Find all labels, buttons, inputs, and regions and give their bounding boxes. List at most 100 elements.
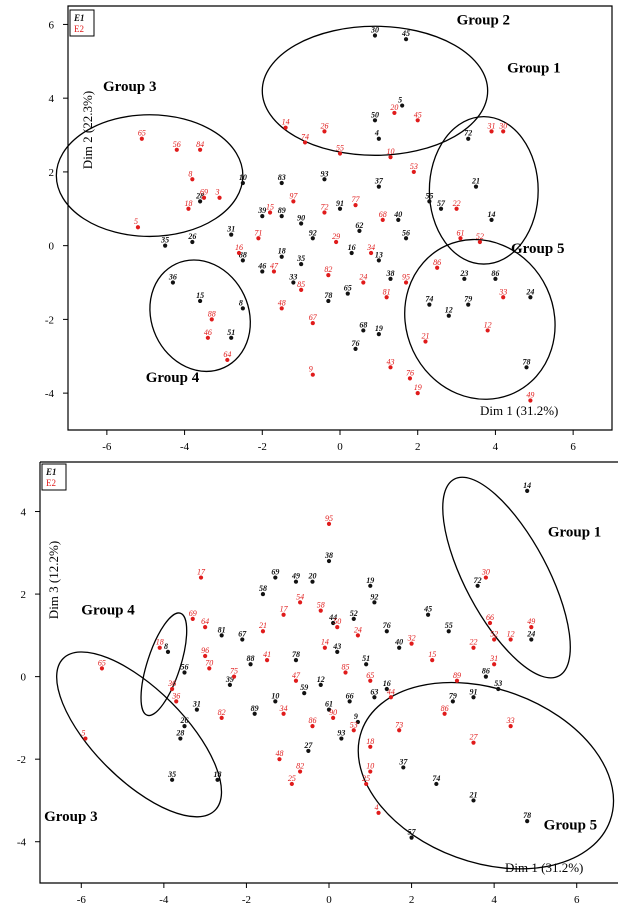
group-label: Group 1: [548, 524, 602, 540]
point-E2: [281, 711, 286, 716]
x-axis-title: Dim 1 (31.2%): [480, 403, 558, 418]
point-E2: [190, 177, 195, 182]
point-label: 39: [225, 675, 234, 684]
point-E2: [310, 724, 315, 729]
point-E1: [525, 488, 530, 493]
point-label: 81: [218, 625, 226, 634]
point-E2: [209, 317, 214, 322]
point-label: 43: [387, 357, 395, 366]
point-E1: [240, 180, 245, 186]
point-E2: [225, 357, 230, 363]
point-label: 88: [239, 250, 247, 259]
point-label: 34: [366, 243, 375, 252]
point-label: 30: [498, 121, 507, 130]
point-label: 20: [390, 103, 398, 112]
legend-entry-E2: E2: [46, 478, 56, 488]
ellipse-group-2: [261, 25, 489, 156]
point-E1: [434, 781, 439, 787]
point-E1: [403, 37, 409, 42]
point-label: 25: [288, 774, 296, 783]
point-E1: [355, 719, 360, 725]
point-E2: [267, 210, 273, 215]
point-E1: [489, 217, 494, 222]
point-label: 24: [526, 629, 535, 638]
point-E2: [291, 199, 296, 204]
point-E2: [380, 217, 385, 222]
point-label: 86: [433, 258, 441, 267]
point-label: 79: [464, 295, 472, 304]
point-E1: [302, 691, 307, 696]
x-tick-label: 6: [570, 441, 576, 453]
point-E2: [334, 239, 339, 245]
point-E2: [298, 769, 303, 774]
point-E2: [322, 129, 327, 134]
y-tick-label: 4: [21, 507, 27, 519]
point-E1: [326, 298, 331, 304]
point-E2: [485, 328, 490, 333]
point-E1: [331, 620, 336, 626]
point-label: 31: [489, 654, 498, 663]
point-label: 65: [344, 284, 352, 293]
point-label: 28: [195, 191, 204, 200]
point-label: 85: [342, 663, 350, 672]
point-E1: [361, 328, 366, 333]
ellipse-group-1: [428, 115, 539, 265]
point-E2: [351, 728, 356, 733]
point-E2: [409, 641, 414, 646]
point-E2: [236, 250, 242, 256]
point-label: 14: [523, 481, 531, 490]
point-label: 86: [308, 716, 316, 725]
point-label: 36: [168, 273, 177, 282]
point-label: 16: [235, 243, 243, 252]
point-E1: [493, 276, 498, 281]
point-E2: [186, 206, 191, 211]
point-label: 24: [354, 625, 362, 634]
point-label: 38: [386, 269, 395, 278]
point-label: 21: [421, 332, 429, 341]
point-label: 56: [173, 140, 181, 149]
point-label: 12: [507, 629, 515, 638]
point-E2: [407, 376, 413, 381]
point-E1: [397, 645, 402, 650]
y-tick-label: -2: [17, 754, 26, 766]
point-E1: [483, 674, 488, 679]
point-E1: [525, 818, 530, 824]
point-label: 76: [383, 621, 391, 630]
point-E1: [528, 295, 533, 300]
point-label: 3: [215, 188, 220, 197]
point-label: 83: [278, 173, 286, 182]
point-label: 48: [278, 298, 286, 307]
point-E2: [458, 236, 463, 241]
point-label: 61: [456, 228, 464, 237]
point-E1: [345, 291, 350, 296]
point-E1: [219, 633, 224, 638]
point-E2: [203, 624, 208, 630]
point-label: 57: [437, 199, 446, 208]
point-E2: [411, 169, 416, 175]
point-E1: [194, 707, 199, 712]
point-E1: [326, 707, 332, 712]
point-E1: [357, 228, 362, 234]
point-E2: [99, 666, 105, 671]
point-label: 31: [226, 225, 235, 234]
point-label: 74: [301, 132, 309, 141]
point-label: 52: [476, 232, 484, 241]
point-label: 18: [156, 638, 164, 647]
point-label: 49: [527, 617, 535, 626]
point-label: 86: [482, 667, 490, 676]
point-E1: [349, 250, 354, 256]
point-label: 21: [471, 177, 480, 186]
group-label: Group 5: [511, 241, 565, 257]
point-E1: [372, 695, 377, 700]
y-axis-title: Dim 3 (12.2%): [46, 541, 61, 619]
point-label: 55: [336, 143, 344, 152]
point-label: 9: [309, 365, 313, 374]
y-tick-label: 6: [49, 19, 55, 31]
ellipse-group-4: [140, 612, 188, 717]
point-E1: [438, 206, 444, 211]
point-E1: [240, 637, 245, 642]
point-label: 25: [362, 774, 370, 783]
point-label: 27: [303, 741, 313, 750]
